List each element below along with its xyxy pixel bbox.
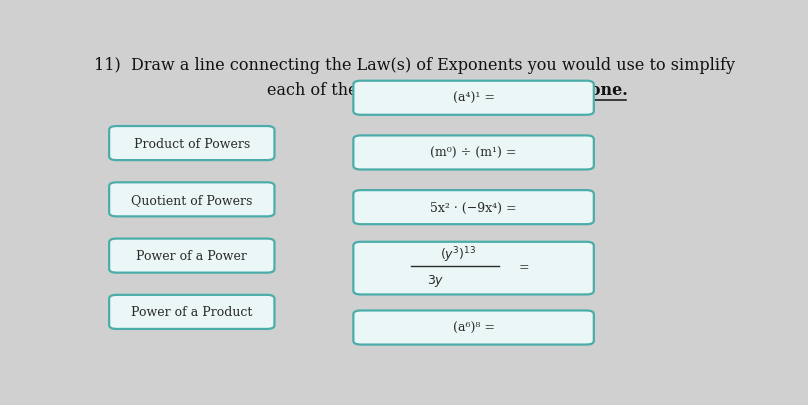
FancyBboxPatch shape <box>109 239 275 273</box>
Text: Product of Powers: Product of Powers <box>133 137 250 150</box>
Text: 5x² · (−9x⁴) =: 5x² · (−9x⁴) = <box>431 201 517 214</box>
Text: (a⁴)¹ =: (a⁴)¹ = <box>452 92 494 105</box>
Text: $(y^3)^{13}$: $(y^3)^{13}$ <box>440 245 476 264</box>
Text: (m⁰) ÷ (m¹) =: (m⁰) ÷ (m¹) = <box>431 147 517 160</box>
Text: Quotient of Powers: Quotient of Powers <box>131 193 252 206</box>
Text: Then simplify each one.: Then simplify each one. <box>415 81 628 98</box>
FancyBboxPatch shape <box>353 81 594 115</box>
Text: 11)  Draw a line connecting the Law(s) of Exponents you would use to simplify: 11) Draw a line connecting the Law(s) of… <box>94 56 734 73</box>
FancyBboxPatch shape <box>353 242 594 295</box>
Text: $3y$: $3y$ <box>427 272 444 288</box>
FancyBboxPatch shape <box>109 295 275 329</box>
Text: (a⁶)⁸ =: (a⁶)⁸ = <box>452 321 494 334</box>
Text: each of the expressions.: each of the expressions. <box>267 81 469 98</box>
Text: =: = <box>519 260 529 273</box>
Text: Power of a Product: Power of a Product <box>131 306 252 319</box>
FancyBboxPatch shape <box>109 127 275 161</box>
FancyBboxPatch shape <box>109 183 275 217</box>
FancyBboxPatch shape <box>353 191 594 225</box>
Text: Power of a Power: Power of a Power <box>137 249 247 262</box>
FancyBboxPatch shape <box>353 311 594 345</box>
FancyBboxPatch shape <box>353 136 594 170</box>
